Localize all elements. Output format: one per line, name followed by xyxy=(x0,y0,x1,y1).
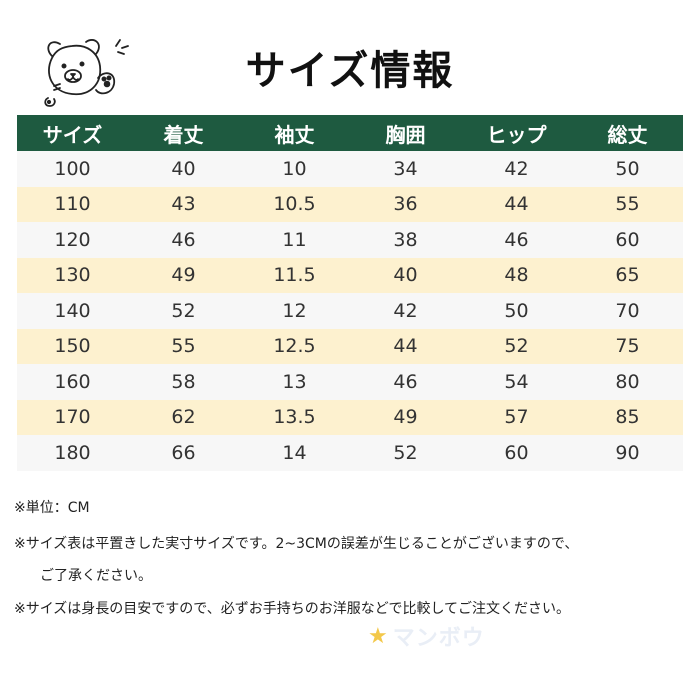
table-cell: 10.5 xyxy=(239,186,350,222)
table-cell: 44 xyxy=(350,328,461,364)
table-cell: 80 xyxy=(572,364,683,400)
table-cell: 52 xyxy=(350,435,461,471)
table-cell: 10 xyxy=(239,151,350,187)
table-cell: 55 xyxy=(128,328,239,364)
table-cell: 140 xyxy=(17,293,128,329)
table-cell: 66 xyxy=(128,435,239,471)
table-cell: 46 xyxy=(461,222,572,258)
table-row: 100 40 10 34 42 50 xyxy=(17,151,683,187)
table-row: 120 46 11 38 46 60 xyxy=(17,222,683,258)
note-measurement: ※サイズ表は平置きした実寸サイズです。2~3CMの誤差が生じることがございますの… xyxy=(14,536,579,552)
table-cell: 85 xyxy=(572,399,683,435)
table-row: 130 49 11.5 40 48 65 xyxy=(17,257,683,293)
table-cell: 62 xyxy=(128,399,239,435)
table-row: 160 58 13 46 54 80 xyxy=(17,364,683,400)
column-header: ヒップ xyxy=(461,115,572,151)
table-cell: 160 xyxy=(17,364,128,400)
table-row: 110 43 10.5 36 44 55 xyxy=(17,186,683,222)
bear-illustration-icon xyxy=(44,39,129,107)
watermark-text: マンボウ xyxy=(392,626,485,651)
watermark: ★ マンボウ xyxy=(368,620,485,652)
table-cell: 46 xyxy=(128,222,239,258)
table-cell: 130 xyxy=(17,257,128,293)
table-cell: 50 xyxy=(461,293,572,329)
table-cell: 40 xyxy=(350,257,461,293)
note-unit: ※単位：CM xyxy=(14,500,90,516)
note-height-guide: ※サイズは身長の目安ですので、必ずお手持ちのお洋服などで比較してご注文ください。 xyxy=(14,601,571,617)
table-cell: 13.5 xyxy=(239,399,350,435)
table-cell: 43 xyxy=(128,186,239,222)
column-header: 胸囲 xyxy=(350,115,461,151)
table-cell: 180 xyxy=(17,435,128,471)
table-cell: 14 xyxy=(239,435,350,471)
star-icon: ★ xyxy=(368,623,389,649)
table-cell: 110 xyxy=(17,186,128,222)
table-cell: 75 xyxy=(572,328,683,364)
size-table: サイズ 着丈 袖丈 胸囲 ヒップ 総丈 100 40 10 34 42 50 1… xyxy=(17,115,683,471)
table-cell: 90 xyxy=(572,435,683,471)
table-cell: 36 xyxy=(350,186,461,222)
table-cell: 42 xyxy=(461,151,572,187)
table-cell: 60 xyxy=(461,435,572,471)
table-cell: 12 xyxy=(239,293,350,329)
table-row: 140 52 12 42 50 70 xyxy=(17,293,683,329)
table-cell: 50 xyxy=(572,151,683,187)
table-row: 150 55 12.5 44 52 75 xyxy=(17,328,683,364)
table-cell: 170 xyxy=(17,399,128,435)
note-measurement-continued: ご了承ください。 xyxy=(40,568,152,584)
table-cell: 55 xyxy=(572,186,683,222)
table-cell: 70 xyxy=(572,293,683,329)
table-cell: 52 xyxy=(461,328,572,364)
table-cell: 120 xyxy=(17,222,128,258)
column-header: サイズ xyxy=(17,115,128,151)
table-cell: 48 xyxy=(461,257,572,293)
table-cell: 46 xyxy=(350,364,461,400)
table-cell: 150 xyxy=(17,328,128,364)
page-title: サイズ情報 xyxy=(245,48,455,94)
table-cell: 57 xyxy=(461,399,572,435)
column-header: 総丈 xyxy=(572,115,683,151)
table-cell: 58 xyxy=(128,364,239,400)
table-cell: 11.5 xyxy=(239,257,350,293)
column-header: 袖丈 xyxy=(239,115,350,151)
table-cell: 11 xyxy=(239,222,350,258)
table-cell: 42 xyxy=(350,293,461,329)
table-header-row: サイズ 着丈 袖丈 胸囲 ヒップ 総丈 xyxy=(17,115,683,151)
table-cell: 34 xyxy=(350,151,461,187)
table-row: 170 62 13.5 49 57 85 xyxy=(17,399,683,435)
table-cell: 44 xyxy=(461,186,572,222)
table-cell: 49 xyxy=(350,399,461,435)
table-cell: 100 xyxy=(17,151,128,187)
table-cell: 40 xyxy=(128,151,239,187)
table-cell: 49 xyxy=(128,257,239,293)
table-cell: 54 xyxy=(461,364,572,400)
column-header: 着丈 xyxy=(128,115,239,151)
table-cell: 52 xyxy=(128,293,239,329)
table-cell: 60 xyxy=(572,222,683,258)
table-cell: 13 xyxy=(239,364,350,400)
table-row: 180 66 14 52 60 90 xyxy=(17,435,683,471)
table-cell: 38 xyxy=(350,222,461,258)
table-cell: 12.5 xyxy=(239,328,350,364)
table-cell: 65 xyxy=(572,257,683,293)
